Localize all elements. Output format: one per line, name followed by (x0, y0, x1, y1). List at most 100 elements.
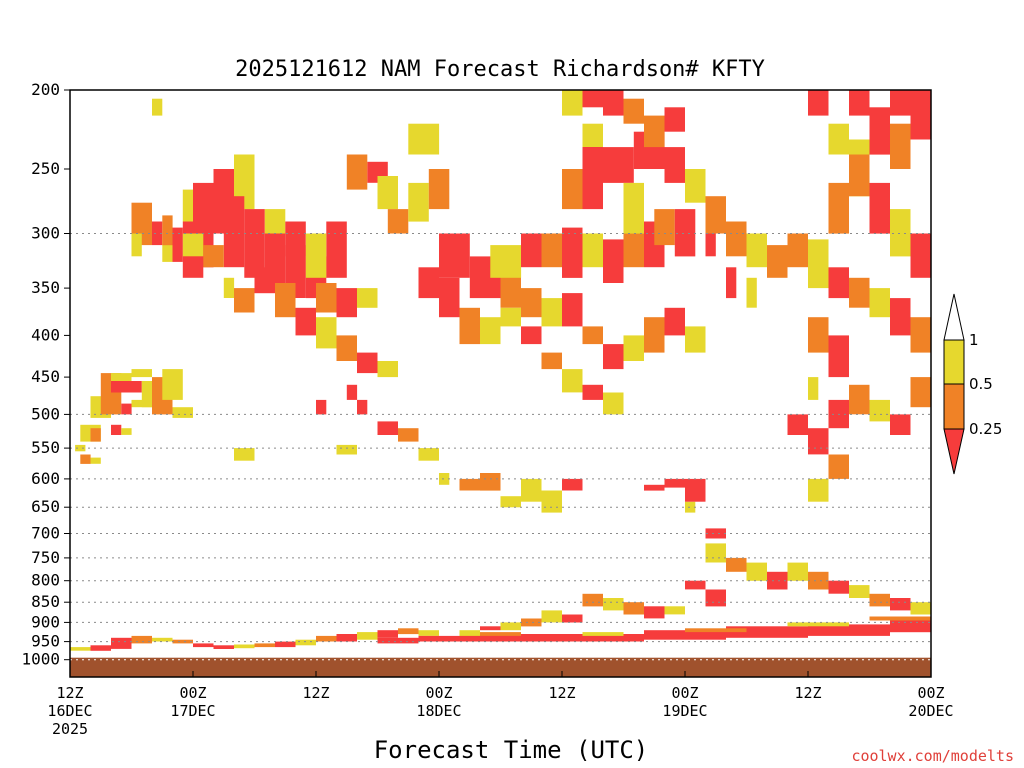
ri-cell (726, 221, 747, 257)
ri-cell (521, 618, 542, 627)
ri-cell (223, 277, 235, 298)
ri-cell (275, 283, 296, 318)
ri-cell (275, 641, 296, 648)
ri-cell (849, 90, 870, 116)
x-tick-label: 12Z (548, 684, 575, 702)
ri-cell (664, 307, 685, 336)
ri-cell (336, 444, 357, 455)
ri-cell (264, 209, 286, 234)
colorbar-label: 0.25 (969, 420, 1002, 438)
ri-cell (234, 288, 255, 313)
ri-cell (705, 589, 726, 607)
ground-surface (70, 657, 931, 677)
ri-cell (603, 392, 624, 415)
ri-cell (141, 381, 153, 408)
ri-cell (521, 288, 542, 318)
ri-cell (480, 473, 501, 491)
ri-cell (869, 182, 890, 234)
ri-cell (705, 196, 726, 234)
y-tick-label: 400 (31, 325, 60, 344)
y-tick-label: 850 (31, 592, 60, 611)
ri-cell (428, 169, 450, 210)
ri-cell (305, 233, 327, 278)
ri-cell (336, 335, 357, 361)
ri-cell (541, 233, 562, 268)
y-tick-label: 500 (31, 404, 60, 423)
ri-cell (234, 644, 255, 649)
colorbar-bottom-triangle (943, 428, 965, 475)
ri-cell (869, 107, 890, 155)
colorbar: 1 0.5 0.25 (943, 293, 1002, 475)
ri-cell (726, 626, 808, 638)
ri-cell (623, 233, 644, 268)
credit-label[interactable]: coolwx.com/modelts (851, 747, 1014, 765)
ri-cell (787, 414, 808, 435)
ri-cell (910, 233, 931, 278)
y-tick-label: 650 (31, 497, 60, 516)
y-tick-label: 350 (31, 278, 60, 297)
y-tick-label: 950 (31, 632, 60, 651)
ri-cell (223, 233, 245, 268)
y-tick-label: 550 (31, 438, 60, 457)
ri-cell (562, 478, 583, 491)
ri-cell (828, 182, 849, 234)
ri-cell (480, 634, 562, 642)
ri-cell (408, 123, 440, 155)
ri-cell (705, 233, 716, 257)
chart-title: 2025121612 NAM Forecast Richardson# KFTY (235, 57, 765, 82)
ri-cell (828, 580, 849, 594)
ri-cell (500, 622, 521, 631)
y-tick-label: 700 (31, 524, 60, 543)
ri-cell (336, 288, 357, 318)
ri-cell (685, 169, 706, 203)
y-tick-label: 1000 (21, 650, 60, 669)
ri-cell (521, 326, 542, 345)
ri-cell (828, 335, 849, 378)
ri-cell (644, 630, 726, 640)
ri-cell (920, 90, 932, 108)
ri-cell (70, 647, 91, 651)
ri-cell (439, 473, 450, 485)
x-tick-label: 00Z (917, 684, 944, 702)
ri-cell (603, 147, 634, 183)
ri-cell (254, 643, 275, 648)
ri-cell (685, 628, 747, 633)
ri-cell (439, 277, 460, 318)
ri-cell (767, 571, 788, 590)
x-tick-label: 00Z (671, 684, 698, 702)
ri-cell (90, 457, 101, 464)
ri-cell (869, 288, 890, 318)
ri-cell (582, 593, 603, 607)
ri-cell (808, 317, 829, 353)
ri-cell (521, 233, 542, 268)
x-tick-label: 18DEC (416, 702, 461, 720)
ri-cell (726, 267, 737, 299)
ri-cell (316, 283, 337, 313)
ri-cell (295, 307, 316, 336)
ri-cell (418, 635, 480, 642)
ri-cell (808, 428, 829, 455)
ri-cell (131, 635, 152, 644)
ri-cell (644, 484, 665, 491)
y-axis: 200 250 300 350 400 450 500 550 600 650 700 750 800 8… (21, 80, 70, 669)
x-tick-label: 00Z (179, 684, 206, 702)
ri-cell (808, 478, 829, 502)
ri-cell (828, 267, 849, 299)
ri-cell (562, 614, 583, 623)
ri-cell (418, 448, 439, 461)
ri-cell (828, 123, 849, 155)
ri-cell (582, 326, 603, 345)
ri-cell (644, 606, 665, 619)
x-tick-label: 12Z (794, 684, 821, 702)
y-tick-label: 200 (31, 80, 60, 99)
ri-cell (357, 288, 378, 308)
x-tick-label: 19DEC (662, 702, 707, 720)
ri-cell (582, 123, 603, 147)
ri-cell (326, 221, 347, 278)
ri-cell (418, 630, 439, 636)
ri-cell (808, 90, 829, 116)
ri-cell (582, 139, 603, 210)
ri-cell (90, 428, 101, 442)
ri-cell (244, 209, 265, 278)
ri-cell (500, 496, 521, 508)
